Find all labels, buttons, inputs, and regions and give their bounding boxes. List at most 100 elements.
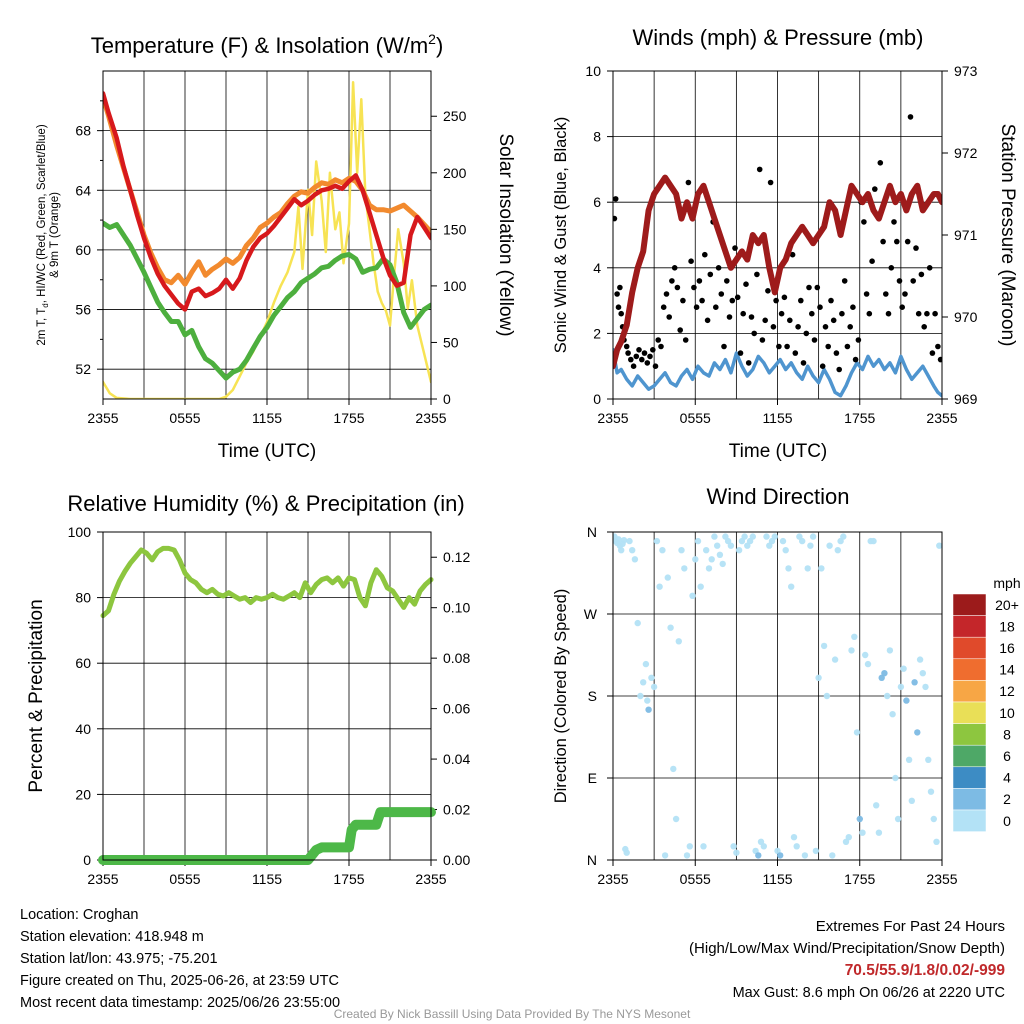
gust-point	[800, 360, 807, 366]
gust-point	[776, 343, 782, 350]
wind-direction-y-tick-label: S	[588, 688, 597, 704]
temperature-y-tick-label: 60	[75, 242, 91, 258]
gust-point	[614, 291, 620, 297]
wind-direction-point	[749, 533, 756, 540]
recent-timestamp: Most recent data timestamp: 2025/06/26 2…	[20, 995, 341, 1011]
temperature-x-tick-label: 1755	[333, 410, 364, 426]
winds-chart-title: Winds (mph) & Pressure (mb)	[633, 25, 924, 50]
gust-point	[613, 196, 619, 202]
wind-direction-point	[812, 847, 820, 855]
gust-point	[696, 278, 703, 284]
gust-point	[734, 294, 741, 301]
gust-point	[745, 360, 752, 366]
wind-direction-point	[705, 565, 713, 572]
wind-direction-point	[733, 849, 740, 856]
gust-point	[669, 278, 675, 284]
winds-y-tick-label: 8	[593, 129, 601, 145]
wind-direction-point	[848, 647, 855, 654]
series-precip-line	[98, 807, 436, 865]
temperature-y-tick-label: 68	[75, 123, 91, 139]
series-wind-line	[613, 348, 942, 398]
speed-legend-title: mph	[993, 575, 1020, 591]
wind-direction-y-tick-label: E	[588, 770, 597, 786]
wind-direction-y-tick-label: W	[584, 606, 598, 622]
gust-point	[756, 166, 763, 173]
speed-legend-swatch	[952, 593, 987, 616]
gust-point	[787, 317, 793, 324]
wind-direction-point	[933, 838, 940, 845]
gust-point	[628, 356, 634, 363]
wind-direction-point	[922, 683, 929, 691]
speed-legend-swatch	[952, 766, 987, 789]
gust-point	[819, 363, 826, 370]
wind-direction-y-tick-label: N	[587, 524, 597, 540]
gust-point	[784, 343, 790, 350]
wind-direction-point	[815, 674, 822, 681]
wind-direction-point	[826, 542, 833, 549]
wind-direction-point	[711, 533, 718, 540]
wind-direction-point	[862, 651, 869, 659]
station-latlon: Station lat/lon: 43.975; -75.201	[20, 951, 218, 967]
speed-legend-swatch	[952, 680, 987, 703]
wind-direction-point	[644, 697, 651, 704]
winds-x-tick-label: 0555	[680, 410, 711, 426]
gust-point	[767, 179, 774, 186]
wind-direction-point	[914, 729, 921, 736]
wind-direction-point	[908, 797, 915, 804]
insolation-y-tick-label: 200	[443, 165, 467, 181]
precip-y-tick-label: 0.10	[443, 600, 470, 616]
wind-direction-point	[884, 692, 891, 700]
wind-direction-point	[919, 670, 926, 677]
wind-direction-point	[763, 533, 770, 540]
wind-direction-point	[788, 583, 795, 590]
winds-x-tick-label: 1755	[844, 410, 875, 426]
gust-point	[751, 330, 757, 337]
speed-legend-swatch	[952, 788, 987, 811]
temperature-y-label-right: Solar Insolation (Yellow)	[495, 133, 516, 336]
wind-direction-point	[724, 537, 732, 545]
gust-point	[841, 278, 848, 284]
wind-direction-point	[714, 542, 721, 549]
wind-direction-point	[700, 843, 707, 850]
extremes-header: Extremes For Past 24 Hours	[815, 918, 1005, 935]
temperature-y-tick-label: 64	[75, 182, 91, 198]
gust-point	[877, 160, 884, 166]
wind-direction-frame	[612, 531, 943, 861]
gust-point	[655, 337, 661, 343]
series-t2m-line	[103, 91, 431, 312]
wind-direction-point	[782, 547, 789, 554]
humidity-y-tick-label: 20	[75, 786, 91, 802]
wind-direction-point	[897, 683, 905, 691]
humidity-y-tick-label: 60	[75, 655, 91, 671]
station-elevation: Station elevation: 418.948 m	[20, 929, 204, 945]
gust-point	[935, 343, 941, 350]
wind-direction-point	[875, 829, 883, 836]
gust-point	[869, 258, 875, 265]
wind-direction-chart: Wind Direction Direction (Colored By Spe…	[552, 484, 1021, 887]
wind-direction-point	[840, 533, 847, 540]
series-rh-line	[100, 545, 434, 619]
gust-point	[617, 284, 623, 291]
gust-point	[691, 284, 697, 291]
gust-point	[704, 317, 711, 324]
winds-y-label-left: Sonic Wind & Gust (Blue, Black)	[552, 117, 570, 354]
wind-direction-point	[927, 788, 935, 795]
humidity-x-tick-label: 0555	[169, 871, 200, 887]
winds-chart: Winds (mph) & Pressure (mb) Time (UTC) S…	[552, 25, 1018, 462]
winds-x-tick-label: 2355	[926, 410, 957, 426]
wind-direction-point	[664, 574, 671, 581]
humidity-x-tick-label: 1755	[333, 871, 364, 887]
wind-direction-point	[820, 642, 828, 650]
gust-point	[891, 219, 897, 225]
wind-direction-point	[911, 679, 918, 686]
precip-y-tick-label: 0.08	[443, 650, 470, 666]
precip-y-tick-label: 0.06	[443, 701, 470, 717]
speed-legend-label: 8	[1003, 726, 1011, 742]
series-td-line	[103, 220, 431, 381]
wind-direction-point	[615, 536, 622, 543]
gust-point	[866, 310, 873, 317]
wind-direction-point	[678, 547, 685, 554]
wind-direction-point	[689, 592, 696, 599]
gust-point	[652, 363, 659, 370]
temperature-y-label-left-2: & 9m T (Orange)	[49, 192, 61, 278]
